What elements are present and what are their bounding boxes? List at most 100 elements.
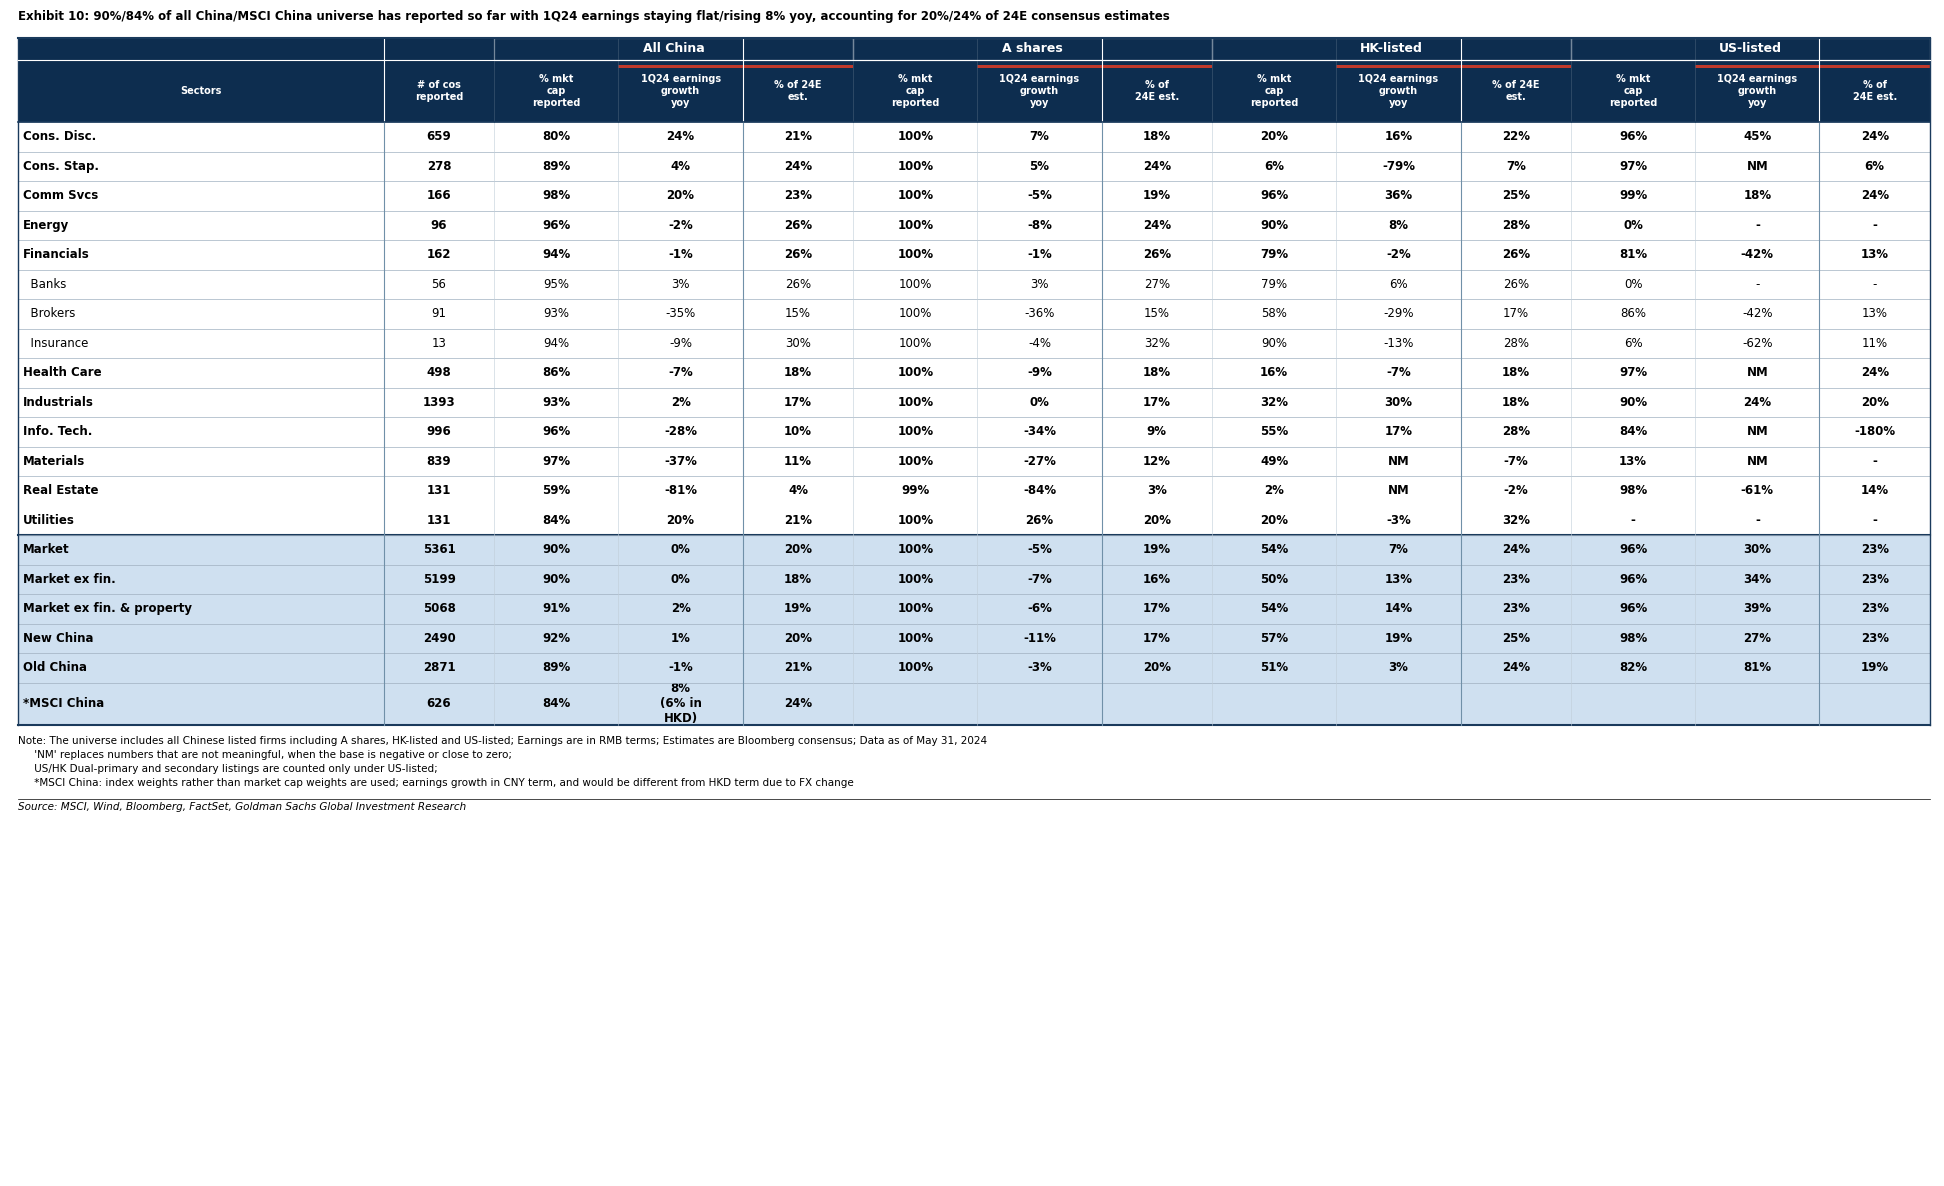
Bar	[17, 565, 1930, 594]
Text: 1Q24 earnings
growth
yoy: 1Q24 earnings growth yoy	[1717, 75, 1798, 108]
Text: 28%: 28%	[1501, 218, 1530, 231]
Text: 131: 131	[428, 514, 451, 527]
Text: 96%: 96%	[1260, 190, 1289, 203]
Text: 6%: 6%	[1864, 160, 1886, 173]
Text: 839: 839	[426, 454, 451, 467]
Text: 24%: 24%	[1501, 662, 1530, 675]
Text: 100%: 100%	[898, 190, 933, 203]
Text: 16%: 16%	[1260, 366, 1289, 380]
Text: Health Care: Health Care	[23, 366, 101, 380]
Text: -3%: -3%	[1386, 514, 1411, 527]
Text: 23%: 23%	[1503, 573, 1530, 586]
Text: 17%: 17%	[1143, 602, 1170, 616]
Bar	[17, 38, 1930, 122]
Text: 96%: 96%	[542, 426, 570, 439]
Text: 2%: 2%	[1264, 484, 1285, 497]
Text: Info. Tech.: Info. Tech.	[23, 426, 93, 439]
Text: 19%: 19%	[783, 602, 813, 616]
Text: 86%: 86%	[542, 366, 570, 380]
Text: -42%: -42%	[1740, 248, 1773, 261]
Text: All China: All China	[643, 43, 704, 56]
Text: -27%: -27%	[1023, 454, 1056, 467]
Text: 18%: 18%	[1501, 366, 1530, 380]
Bar	[17, 624, 1930, 653]
Text: 12%: 12%	[1143, 454, 1170, 467]
Bar	[17, 329, 1930, 358]
Text: 24%: 24%	[783, 697, 813, 710]
Bar	[17, 476, 1930, 505]
Text: % mkt
cap
reported: % mkt cap reported	[1610, 75, 1658, 108]
Text: 17%: 17%	[1384, 426, 1413, 439]
Text: -1%: -1%	[669, 662, 692, 675]
Text: 51%: 51%	[1260, 662, 1289, 675]
Text: 30%: 30%	[1384, 396, 1413, 409]
Text: 100%: 100%	[898, 632, 933, 645]
Text: # of cos
reported: # of cos reported	[414, 81, 463, 102]
Text: 24%: 24%	[783, 160, 813, 173]
Text: 21%: 21%	[783, 514, 813, 527]
Text: 84%: 84%	[542, 514, 570, 527]
Text: 89%: 89%	[542, 662, 570, 675]
Text: 98%: 98%	[1619, 484, 1647, 497]
Text: 100%: 100%	[898, 248, 933, 261]
Text: 13%: 13%	[1862, 307, 1888, 320]
Text: 20%: 20%	[783, 543, 813, 556]
Text: 5199: 5199	[422, 573, 455, 586]
Text: 2871: 2871	[422, 662, 455, 675]
Text: -: -	[1872, 454, 1878, 467]
Text: -: -	[1755, 278, 1759, 291]
Text: -2%: -2%	[1503, 484, 1528, 497]
Text: -: -	[1872, 218, 1878, 231]
Text: -84%: -84%	[1023, 484, 1056, 497]
Text: % of
24E est.: % of 24E est.	[1853, 81, 1897, 102]
Text: % mkt
cap
reported: % mkt cap reported	[533, 75, 581, 108]
Text: 20%: 20%	[667, 514, 694, 527]
Text: 4%: 4%	[787, 484, 809, 497]
Text: 96%: 96%	[1619, 543, 1647, 556]
Bar	[853, 38, 1213, 60]
Text: 1%: 1%	[671, 632, 690, 645]
Text: Market ex fin. & property: Market ex fin. & property	[23, 602, 192, 616]
Bar	[1571, 38, 1930, 60]
Text: 8%
(6% in
HKD): 8% (6% in HKD)	[659, 682, 702, 725]
Text: 17%: 17%	[1503, 307, 1528, 320]
Text: 18%: 18%	[783, 366, 813, 380]
Text: 27%: 27%	[1143, 278, 1170, 291]
Text: 5068: 5068	[422, 602, 455, 616]
Text: 18%: 18%	[1143, 130, 1170, 144]
Text: -: -	[1872, 514, 1878, 527]
Text: 27%: 27%	[1744, 632, 1771, 645]
Text: 55%: 55%	[1260, 426, 1289, 439]
Bar	[17, 446, 1930, 476]
Text: 11%: 11%	[783, 454, 813, 467]
Bar	[618, 65, 853, 68]
Text: 7%: 7%	[1030, 130, 1050, 144]
Text: -34%: -34%	[1023, 426, 1056, 439]
Text: 59%: 59%	[542, 484, 570, 497]
Text: -11%: -11%	[1023, 632, 1056, 645]
Text: -61%: -61%	[1740, 484, 1773, 497]
Text: 100%: 100%	[898, 514, 933, 527]
Text: 57%: 57%	[1260, 632, 1289, 645]
Bar	[17, 594, 1930, 624]
Text: % mkt
cap
reported: % mkt cap reported	[890, 75, 939, 108]
Text: 24%: 24%	[1143, 160, 1170, 173]
Text: % of 24E
est.: % of 24E est.	[1493, 81, 1540, 102]
Text: 94%: 94%	[542, 248, 570, 261]
Text: 86%: 86%	[1619, 307, 1647, 320]
Text: 0%: 0%	[1030, 396, 1050, 409]
Text: Exhibit 10: 90%/84% of all China/MSCI China universe has reported so far with 1Q: Exhibit 10: 90%/84% of all China/MSCI Ch…	[17, 9, 1170, 23]
Text: 1Q24 earnings
growth
yoy: 1Q24 earnings growth yoy	[999, 75, 1079, 108]
Text: 2%: 2%	[671, 602, 690, 616]
Text: 25%: 25%	[1501, 190, 1530, 203]
Text: -: -	[1872, 278, 1876, 291]
Text: % of
24E est.: % of 24E est.	[1135, 81, 1178, 102]
Text: 0%: 0%	[671, 573, 690, 586]
Text: US/HK Dual-primary and secondary listings are counted only under US-listed;: US/HK Dual-primary and secondary listing…	[17, 765, 437, 774]
Text: 99%: 99%	[902, 484, 929, 497]
Text: 100%: 100%	[898, 160, 933, 173]
Text: 19%: 19%	[1384, 632, 1413, 645]
Text: -8%: -8%	[1026, 218, 1052, 231]
Bar	[1213, 38, 1571, 60]
Text: 19%: 19%	[1143, 543, 1170, 556]
